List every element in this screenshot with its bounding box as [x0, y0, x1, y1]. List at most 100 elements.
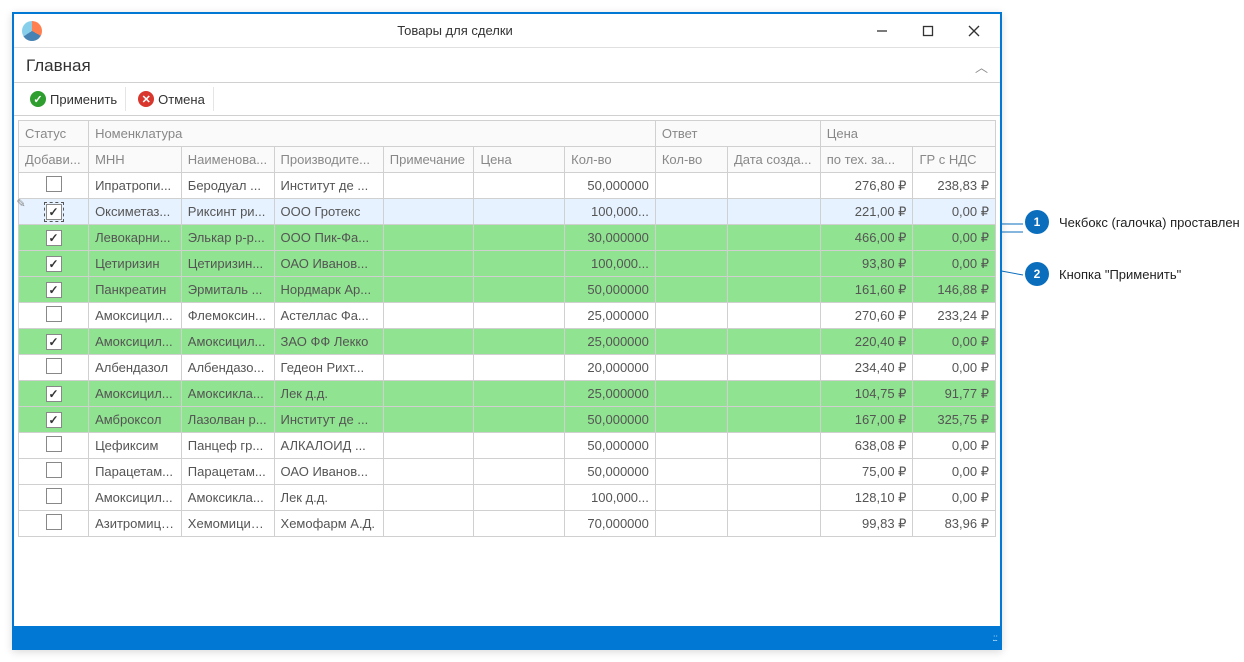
- cell[interactable]: Азитромицин: [89, 511, 182, 537]
- row-checkbox[interactable]: [46, 256, 62, 272]
- cell[interactable]: [655, 225, 727, 251]
- cell[interactable]: АЛКАЛОИД ...: [274, 433, 383, 459]
- ribbon-tab-main[interactable]: Главная ︿: [14, 48, 1000, 83]
- cell[interactable]: Лазолван р...: [181, 407, 274, 433]
- cell[interactable]: 220,40 ₽: [820, 329, 913, 355]
- row-checkbox[interactable]: [46, 306, 62, 322]
- cell[interactable]: 30,000000: [565, 225, 656, 251]
- cell[interactable]: [655, 459, 727, 485]
- cell[interactable]: [383, 355, 474, 381]
- cell[interactable]: Амоксицил...: [181, 329, 274, 355]
- cell[interactable]: Парацетам...: [89, 459, 182, 485]
- table-row[interactable]: Оксиметаз...Риксинт ри...ООО Гротекс100,…: [19, 199, 996, 225]
- cell[interactable]: Институт де ...: [274, 173, 383, 199]
- cell[interactable]: Элькар р-р...: [181, 225, 274, 251]
- cell[interactable]: [19, 381, 89, 407]
- cell[interactable]: [19, 511, 89, 537]
- cell[interactable]: [655, 433, 727, 459]
- cell[interactable]: 161,60 ₽: [820, 277, 913, 303]
- cell[interactable]: 233,24 ₽: [913, 303, 996, 329]
- cell[interactable]: 234,40 ₽: [820, 355, 913, 381]
- cell[interactable]: [655, 251, 727, 277]
- col-qty[interactable]: Кол-во: [565, 147, 656, 173]
- cell[interactable]: Амоксикла...: [181, 485, 274, 511]
- cell[interactable]: [383, 407, 474, 433]
- cell[interactable]: [19, 251, 89, 277]
- cell[interactable]: Цетиризин: [89, 251, 182, 277]
- cell[interactable]: ООО Пик-Фа...: [274, 225, 383, 251]
- cell[interactable]: [474, 459, 565, 485]
- table-row[interactable]: АзитромицинХемомицин ...Хемофарм А.Д.70,…: [19, 511, 996, 537]
- cell[interactable]: [474, 329, 565, 355]
- table-row[interactable]: Ипратропи...Беродуал ...Институт де ...5…: [19, 173, 996, 199]
- cancel-button[interactable]: ✕ Отмена: [130, 87, 214, 111]
- cell[interactable]: Амоксицил...: [89, 485, 182, 511]
- cell[interactable]: Институт де ...: [274, 407, 383, 433]
- table-row[interactable]: АмброксолЛазолван р...Институт де ...50,…: [19, 407, 996, 433]
- cell[interactable]: [655, 511, 727, 537]
- row-checkbox[interactable]: [46, 204, 62, 220]
- cell[interactable]: [655, 173, 727, 199]
- apply-button[interactable]: ✓ Применить: [22, 87, 126, 111]
- cell[interactable]: Амоксикла...: [181, 381, 274, 407]
- cell[interactable]: 270,60 ₽: [820, 303, 913, 329]
- row-checkbox[interactable]: [46, 282, 62, 298]
- cell[interactable]: [727, 199, 820, 225]
- cell[interactable]: 93,80 ₽: [820, 251, 913, 277]
- cell[interactable]: 167,00 ₽: [820, 407, 913, 433]
- col-name[interactable]: Наименова...: [181, 147, 274, 173]
- cell[interactable]: 70,000000: [565, 511, 656, 537]
- col-price-tech[interactable]: по тех. за...: [820, 147, 913, 173]
- cell[interactable]: 50,000000: [565, 173, 656, 199]
- row-checkbox[interactable]: [46, 230, 62, 246]
- table-row[interactable]: ЦетиризинЦетиризин...ОАО Иванов...100,00…: [19, 251, 996, 277]
- table-row[interactable]: Парацетам...Парацетам...ОАО Иванов...50,…: [19, 459, 996, 485]
- cell[interactable]: [474, 303, 565, 329]
- cell[interactable]: Флемоксин...: [181, 303, 274, 329]
- cell[interactable]: 146,88 ₽: [913, 277, 996, 303]
- cell[interactable]: [727, 485, 820, 511]
- col-price[interactable]: Цена: [474, 147, 565, 173]
- cell[interactable]: [474, 199, 565, 225]
- row-checkbox[interactable]: [46, 386, 62, 402]
- cell[interactable]: [383, 173, 474, 199]
- row-checkbox[interactable]: [46, 412, 62, 428]
- cell[interactable]: Панцеф гр...: [181, 433, 274, 459]
- cell[interactable]: 0,00 ₽: [913, 251, 996, 277]
- row-checkbox[interactable]: [46, 334, 62, 350]
- cell[interactable]: 20,000000: [565, 355, 656, 381]
- cell[interactable]: Панкреатин: [89, 277, 182, 303]
- cell[interactable]: 50,000000: [565, 277, 656, 303]
- cell[interactable]: 99,83 ₽: [820, 511, 913, 537]
- cell[interactable]: 25,000000: [565, 303, 656, 329]
- cell[interactable]: [383, 485, 474, 511]
- cell[interactable]: [383, 199, 474, 225]
- row-checkbox[interactable]: [46, 514, 62, 530]
- col-mnn[interactable]: МНН: [89, 147, 182, 173]
- cell[interactable]: 466,00 ₽: [820, 225, 913, 251]
- cell[interactable]: [655, 407, 727, 433]
- cell[interactable]: [19, 277, 89, 303]
- cell[interactable]: [655, 381, 727, 407]
- row-checkbox[interactable]: [46, 436, 62, 452]
- cell[interactable]: [727, 459, 820, 485]
- cell[interactable]: [474, 251, 565, 277]
- cell[interactable]: Цефиксим: [89, 433, 182, 459]
- cell[interactable]: [727, 407, 820, 433]
- cell[interactable]: [727, 381, 820, 407]
- table-row[interactable]: АлбендазолАлбендазо...Гедеон Рихт...20,0…: [19, 355, 996, 381]
- cell[interactable]: Ипратропи...: [89, 173, 182, 199]
- cell[interactable]: 638,08 ₽: [820, 433, 913, 459]
- table-row[interactable]: ПанкреатинЭрмиталь ...Нордмарк Ар...50,0…: [19, 277, 996, 303]
- cell[interactable]: 0,00 ₽: [913, 355, 996, 381]
- data-grid[interactable]: Статус Номенклатура Ответ Цена Добави...…: [18, 120, 996, 537]
- cell[interactable]: 221,00 ₽: [820, 199, 913, 225]
- cell[interactable]: 0,00 ₽: [913, 485, 996, 511]
- cell[interactable]: 75,00 ₽: [820, 459, 913, 485]
- cell[interactable]: Парацетам...: [181, 459, 274, 485]
- cell[interactable]: [655, 329, 727, 355]
- cell[interactable]: Амброксол: [89, 407, 182, 433]
- cell[interactable]: [383, 251, 474, 277]
- cell[interactable]: [19, 459, 89, 485]
- cell[interactable]: [727, 355, 820, 381]
